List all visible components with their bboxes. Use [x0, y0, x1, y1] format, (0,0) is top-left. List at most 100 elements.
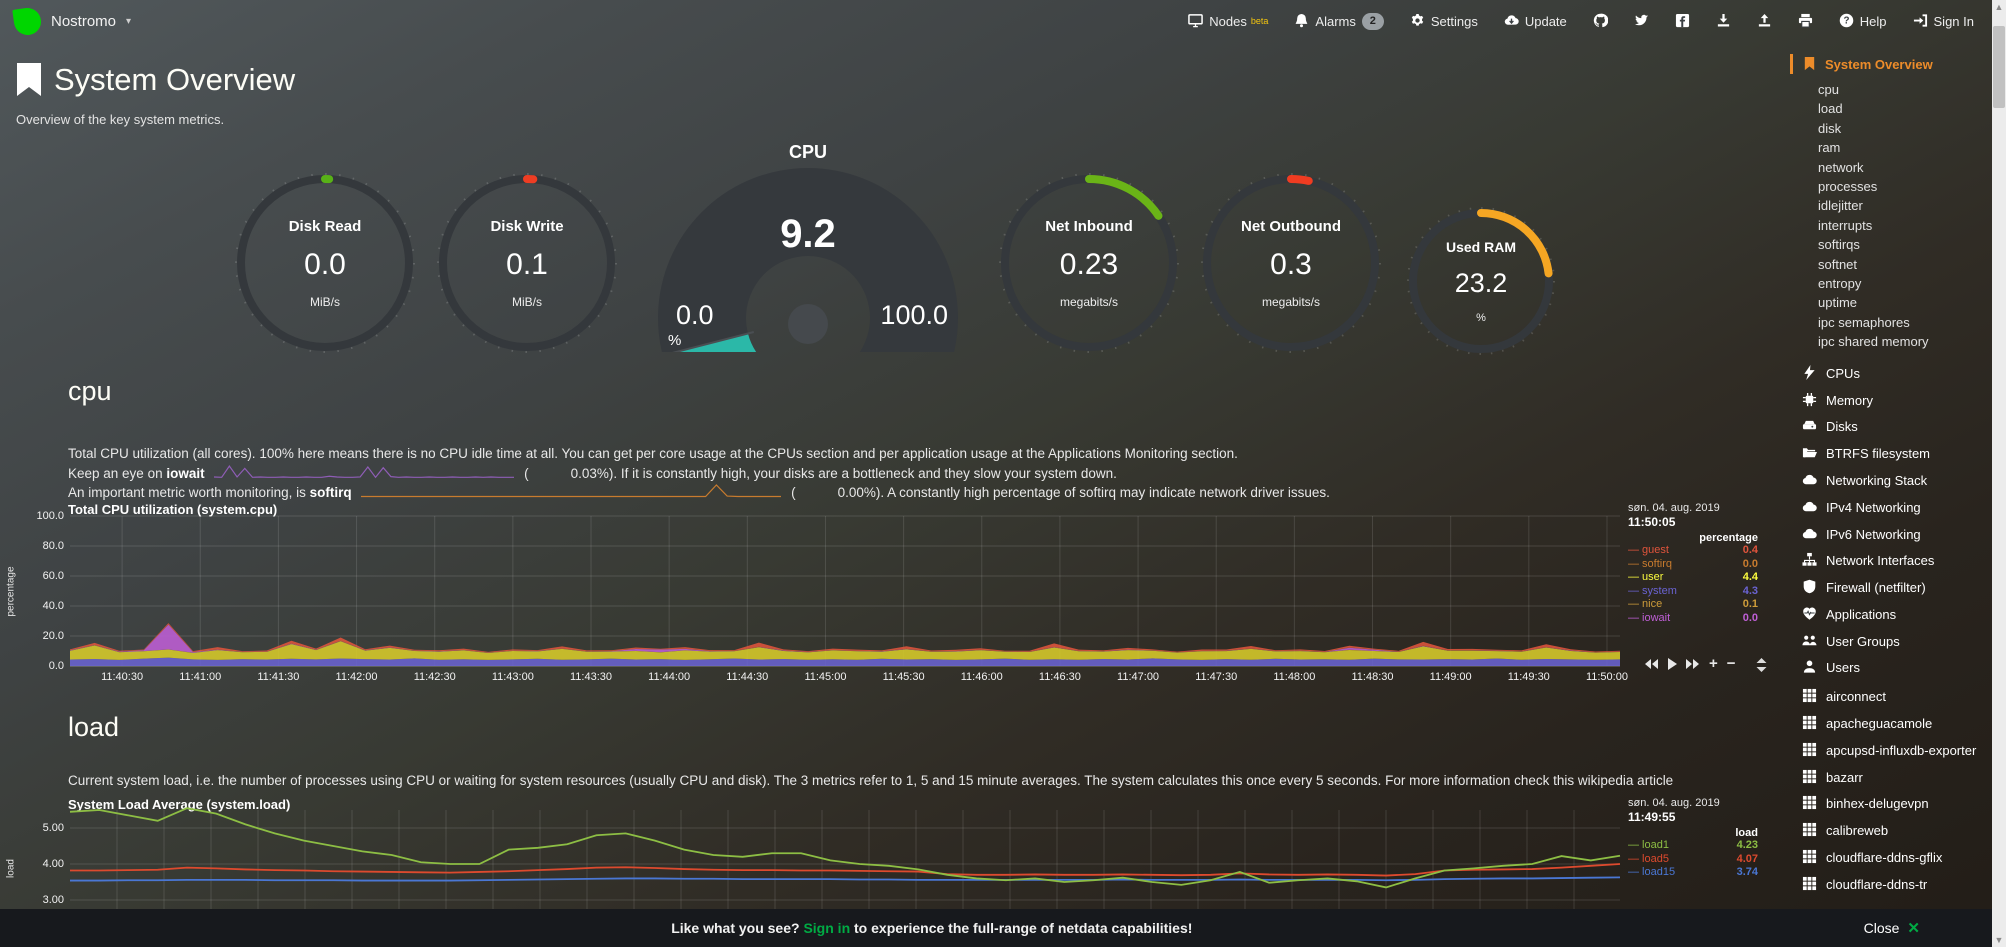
sidebar-item-cloudflare-ddns-gflix[interactable]: cloudflare-ddns-gflix [1790, 845, 1992, 872]
gauge-net-outbound[interactable]: Net Outbound 0.3 megabits/s [1200, 172, 1382, 354]
svg-text:?: ? [1843, 16, 1849, 27]
bolt-icon [1802, 364, 1817, 381]
sidebar-item-airconnect[interactable]: airconnect [1790, 684, 1992, 711]
gauge-cpu[interactable]: CPU 9.2 0.0 100.0 % [642, 140, 974, 352]
legend-item-user[interactable]: — user 4.4 [1628, 571, 1758, 583]
sidebar-item-calibreweb[interactable]: calibreweb [1790, 818, 1992, 845]
sidebar-subitem-ram[interactable]: ram [1818, 140, 1841, 156]
sidebar-subitem-entropy[interactable]: entropy [1818, 275, 1862, 291]
sidebar-item-network-interfaces[interactable]: Network Interfaces [1790, 548, 1992, 575]
settings-button[interactable]: Settings [1410, 13, 1478, 29]
resize-handle-icon[interactable] [1756, 658, 1767, 677]
twitter-button[interactable] [1634, 13, 1649, 29]
update-button[interactable]: Update [1504, 13, 1567, 29]
sidebar-item-disks[interactable]: Disks [1790, 414, 1992, 441]
legend-item-load1[interactable]: — load1 4.23 [1628, 839, 1758, 851]
node-selector[interactable]: Nostromo ▾ [12, 5, 131, 37]
help-button[interactable]: ? Help [1839, 13, 1887, 29]
sidebar-item-cpus[interactable]: CPUs [1790, 360, 1992, 387]
signin-button[interactable]: Sign In [1913, 13, 1974, 29]
grid-icon [1802, 876, 1817, 892]
sidebar-item-binhex-delugevpn[interactable]: binhex-delugevpn [1790, 791, 1992, 818]
sidebar-subitem-softnet[interactable]: softnet [1818, 256, 1858, 272]
zoom-in-button[interactable]: + [1709, 655, 1718, 672]
sidebar-subitem-uptime[interactable]: uptime [1818, 295, 1858, 311]
sidebar-item-apacheguacamole[interactable]: apacheguacamole [1790, 711, 1992, 738]
sidebar-item-users[interactable]: Users [1790, 655, 1992, 682]
net-inbound-ring [999, 173, 1179, 353]
zoom-out-button[interactable]: − [1726, 655, 1736, 672]
settings-label: Settings [1430, 13, 1478, 29]
sidebar-subitem-idlejitter[interactable]: idlejitter [1818, 198, 1863, 214]
legend-item-softirq[interactable]: — softirq 0.0 [1628, 557, 1758, 570]
sidebar-subitem-processes[interactable]: processes [1818, 178, 1878, 194]
gauge-disk-write[interactable]: Disk Write 0.1 MiB/s [436, 172, 618, 354]
print-button[interactable] [1798, 13, 1813, 29]
sidebar-item-ipv6-networking[interactable]: IPv6 Networking [1790, 521, 1992, 548]
sidebar-subitem-load[interactable]: load [1818, 101, 1843, 117]
legend-item-iowait[interactable]: — iowait 0.0 [1628, 611, 1758, 624]
scrollbar-thumb[interactable] [1993, 26, 2005, 108]
nodes-button[interactable]: Nodes beta [1188, 13, 1268, 29]
softirq-sparkline[interactable] [361, 483, 782, 499]
gauge-disk-read[interactable]: Disk Read 0.0 MiB/s [234, 172, 416, 354]
banner-close-button[interactable]: Close ✕ [1864, 919, 1920, 937]
pan-forward-button[interactable] [1686, 658, 1700, 670]
legend-item-nice[interactable]: — nice 0.1 [1628, 598, 1758, 610]
cpu-desc-line1: Total CPU utilization (all cores). 100% … [68, 446, 1238, 461]
sidebar-item-applications[interactable]: Applications [1790, 602, 1992, 629]
iowait-sparkline[interactable] [214, 464, 515, 480]
x-tick-label: 11:46:30 [1038, 671, 1081, 683]
sidebar-subitem-network[interactable]: network [1818, 159, 1864, 175]
legend-item-system[interactable]: — system 4.3 [1628, 584, 1758, 597]
export-button[interactable] [1757, 13, 1772, 29]
sidebar-subitems: cpu load disk ram network processes idlejitter… [1790, 80, 1992, 351]
pan-backward-button[interactable] [1644, 658, 1658, 670]
legend-item-load15[interactable]: — load15 3.74 [1628, 866, 1758, 878]
cpu-plot[interactable] [0, 498, 1790, 690]
x-tick-label: 11:44:30 [726, 671, 769, 683]
sidebar-item-networking-stack[interactable]: Networking Stack [1790, 468, 1992, 495]
play-button[interactable] [1667, 658, 1677, 670]
sidebar-item-cloudflare-ddns-tr[interactable]: cloudflare-ddns-tr [1790, 871, 1992, 898]
heartbeat-icon [1802, 607, 1817, 622]
x-tick-label: 11:47:00 [1117, 671, 1160, 683]
facebook-button[interactable] [1675, 13, 1690, 29]
load-chart[interactable]: System Load Average (system.load) load s… [0, 793, 1790, 947]
facebook-icon [1675, 13, 1690, 29]
sidebar-subitem-interrupts[interactable]: interrupts [1818, 217, 1873, 233]
legend-item-load5[interactable]: — load5 4.07 [1628, 852, 1758, 865]
sidebar-item-btrfs-filesystem[interactable]: BTRFS filesystem [1790, 441, 1992, 468]
page-header: System Overview Overview of the key syst… [16, 62, 295, 127]
signin-link[interactable]: Sign in [803, 920, 851, 936]
gauge-used-ram[interactable]: Used RAM 23.2 % [1406, 206, 1556, 356]
sidebar-item-system-overview[interactable]: System Overview [1790, 54, 1992, 74]
y-tick-label: 5.00 [42, 822, 64, 834]
sidebar-item-memory[interactable]: Memory [1790, 387, 1992, 414]
sidebar-subitem-ipc-semaphores[interactable]: ipc semaphores [1818, 314, 1910, 330]
github-button[interactable] [1593, 13, 1608, 29]
page-subtitle: Overview of the key system metrics. [16, 112, 225, 127]
legend-item-guest[interactable]: — guest 0.4 [1628, 544, 1758, 556]
grid-icon [1802, 689, 1817, 704]
sidebar-item-bazarr[interactable]: bazarr [1790, 764, 1992, 791]
sidebar-item-apcupsd-influxdb-exporter[interactable]: apcupsd-influxdb-exporter [1790, 737, 1992, 764]
gauge-units: % [1476, 311, 1486, 324]
grid-icon [1802, 823, 1817, 838]
scroll-up-arrow[interactable]: ▲ [1994, 2, 2004, 12]
sidebar-subitem-ipc-shared-memory[interactable]: ipc shared memory [1818, 334, 1929, 350]
page-scrollbar[interactable]: ▲ ▼ [1992, 0, 2006, 947]
cpu-chart[interactable]: Total CPU utilization (system.cpu) perce… [0, 498, 1790, 690]
cloud-download-icon [1504, 13, 1519, 29]
sidebar-subitem-softirqs[interactable]: softirqs [1818, 237, 1860, 253]
import-button[interactable] [1716, 13, 1731, 29]
gauge-net-inbound[interactable]: Net Inbound 0.23 megabits/s [998, 172, 1180, 354]
sidebar-item-firewall-netfilter-[interactable]: Firewall (netfilter) [1790, 575, 1992, 602]
alarms-button[interactable]: Alarms 2 [1294, 12, 1384, 30]
sidebar-item-ipv4-networking[interactable]: IPv4 Networking [1790, 494, 1992, 521]
sidebar-subitem-cpu[interactable]: cpu [1818, 82, 1839, 97]
scroll-down-arrow[interactable]: ▼ [1994, 935, 2004, 945]
x-tick-label: 11:45:00 [804, 671, 847, 683]
sidebar-subitem-disk[interactable]: disk [1818, 120, 1842, 136]
sidebar-item-user-groups[interactable]: User Groups [1790, 628, 1992, 655]
